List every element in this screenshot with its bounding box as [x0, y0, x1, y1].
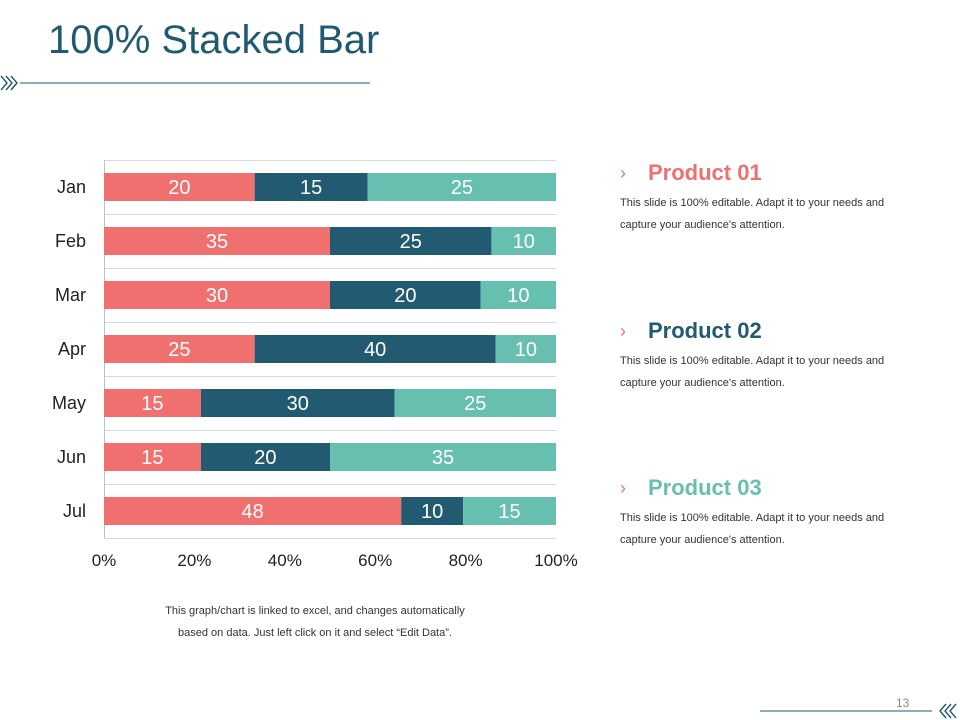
bar-segment	[104, 443, 201, 471]
data-label: 15	[141, 393, 163, 415]
bar-segment	[200, 389, 395, 417]
data-label: 15	[498, 501, 520, 523]
bar-segment	[104, 335, 255, 363]
x-tick-label: 100%	[534, 551, 577, 570]
legend-product-03-desc: This slide is 100% editable. Adapt it to…	[620, 507, 930, 551]
data-label: 10	[421, 501, 443, 523]
data-label: 20	[254, 447, 276, 469]
y-tick-label: Jul	[63, 501, 86, 521]
data-label: 20	[394, 285, 416, 307]
data-label: 20	[168, 177, 190, 199]
data-label: 10	[513, 231, 535, 253]
page-title: 100% Stacked Bar	[48, 18, 380, 62]
legend-product-01-desc-line-2: capture your audience's attention.	[620, 219, 785, 231]
bar-segment	[104, 227, 330, 255]
data-label: 15	[300, 177, 322, 199]
bar-segment	[330, 227, 492, 255]
y-tick-label: Feb	[55, 231, 86, 251]
bar-segment	[254, 173, 368, 201]
legend-product-02-desc-line-2: capture your audience's attention.	[620, 377, 785, 389]
data-label: 25	[400, 231, 422, 253]
bar-segment	[401, 497, 464, 525]
top-divider	[0, 75, 370, 91]
x-tick-label: 40%	[268, 551, 302, 570]
data-label: 15	[141, 447, 163, 469]
legend-product-02-name: Product 02	[648, 318, 762, 343]
bar-segment	[480, 281, 556, 309]
y-tick-label: Jan	[57, 177, 86, 197]
bar-segment	[200, 443, 330, 471]
data-label: 25	[168, 339, 190, 361]
legend-product-03-desc-line-1: This slide is 100% editable. Adapt it to…	[620, 512, 885, 524]
chart-note-line-1: This graph/chart is linked to excel, and…	[165, 605, 465, 617]
y-tick-label: Jun	[57, 447, 86, 467]
legend-product-01-desc: This slide is 100% editable. Adapt it to…	[620, 192, 930, 236]
bar-segment	[463, 497, 556, 525]
bar-segment	[394, 389, 556, 417]
x-tick-label: 20%	[177, 551, 211, 570]
data-label: 48	[241, 501, 263, 523]
data-label: 25	[464, 393, 486, 415]
bar-segment	[104, 281, 330, 309]
bar-segment	[330, 443, 556, 471]
chart-note: This graph/chart is linked to excel, and…	[120, 600, 510, 644]
data-label: 35	[206, 231, 228, 253]
legend-product-01: › Product 01 This slide is 100% editable…	[620, 160, 930, 236]
data-label: 10	[507, 285, 529, 307]
double-chevron-left-icon	[939, 703, 957, 719]
bar-segment	[367, 173, 556, 201]
chevron-right-icon: ›	[620, 162, 626, 183]
legend-product-02-desc-line-1: This slide is 100% editable. Adapt it to…	[620, 355, 885, 367]
bar-segment	[254, 335, 496, 363]
bar-segment	[104, 497, 402, 525]
y-tick-label: Mar	[55, 285, 86, 305]
y-tick-label: Apr	[58, 339, 86, 359]
bottom-divider	[760, 703, 957, 719]
double-chevron-right-icon	[0, 75, 18, 91]
data-label: 40	[364, 339, 386, 361]
page-number: 13	[896, 696, 910, 710]
legend-product-03-desc-line-2: capture your audience's attention.	[620, 534, 785, 546]
chevron-right-icon: ›	[620, 320, 626, 341]
data-label: 10	[515, 339, 537, 361]
legend-product-02: › Product 02 This slide is 100% editable…	[620, 318, 930, 394]
x-tick-label: 80%	[449, 551, 483, 570]
data-label: 30	[287, 393, 309, 415]
x-tick-label: 60%	[358, 551, 392, 570]
bar-segment	[491, 227, 556, 255]
x-tick-label: 0%	[92, 551, 117, 570]
y-tick-label: May	[52, 393, 86, 413]
chevron-right-icon: ›	[620, 477, 626, 498]
data-label: 30	[206, 285, 228, 307]
legend-product-02-desc: This slide is 100% editable. Adapt it to…	[620, 350, 930, 394]
legend-product-01-desc-line-1: This slide is 100% editable. Adapt it to…	[620, 197, 885, 209]
legend-product-03-name: Product 03	[648, 475, 762, 500]
data-label: 35	[432, 447, 454, 469]
stacked-bar-chart[interactable]: Jan 20 15 25 Feb 35 25 10 Mar 30 20 10 Apr 25 40 10 May 1…	[0, 0, 600, 600]
bar-segment	[495, 335, 556, 363]
bar-segment	[104, 389, 201, 417]
bar-segment	[330, 281, 481, 309]
legend-product-01-name: Product 01	[648, 160, 762, 185]
bar-segment	[104, 173, 255, 201]
chart-note-line-2: based on data. Just left click on it and…	[178, 627, 452, 639]
data-label: 25	[451, 177, 473, 199]
legend-product-03: › Product 03 This slide is 100% editable…	[620, 475, 930, 551]
